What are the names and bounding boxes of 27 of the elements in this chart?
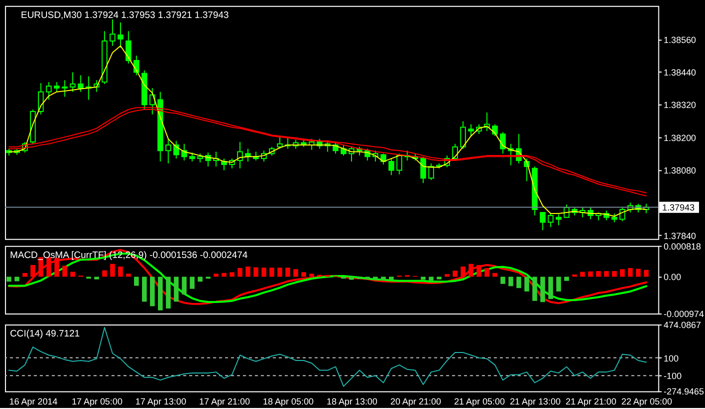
chart-title: CCI(14) 49.7121 [10, 328, 80, 340]
y-tick-label: 1.37840 [664, 230, 696, 241]
x-tick-label: 17 Apr 05:00 [72, 396, 122, 407]
y-tick-label: 0.000818 [664, 241, 702, 252]
y-tick-label: 100 [664, 353, 679, 364]
x-tick-label: 16 Apr 2014 [9, 396, 58, 407]
x-tick-label: 22 Apr 05:00 [621, 396, 672, 407]
y-tick-label: 1.38200 [664, 132, 696, 143]
y-tick-label: -274.9465 [664, 386, 704, 397]
y-tick-label: 1.38440 [664, 67, 696, 78]
y-tick-label: 1.38080 [664, 165, 696, 176]
x-tick-label: 18 Apr 05:00 [262, 396, 314, 407]
y-tick-label: 474.0867 [664, 320, 702, 330]
x-tick-label: 21 Apr 05:00 [454, 396, 505, 407]
y-tick-label: 0.00 [664, 272, 682, 282]
x-tick-label: 21 Apr 13:00 [510, 396, 561, 407]
y-tick-label: 1.38560 [664, 34, 696, 45]
x-tick-label: 21 Apr 21:00 [566, 396, 616, 407]
x-tick-label: 20 Apr 21:00 [390, 396, 442, 407]
y-tick-label: 1.38320 [664, 100, 696, 110]
x-tick-label: 18 Apr 13:00 [326, 396, 378, 407]
y-tick-label: -0.000974 [664, 309, 704, 320]
ref-line-label: 1.37943 [662, 202, 695, 212]
x-tick-label: 17 Apr 21:00 [199, 396, 250, 407]
x-tick-label: 17 Apr 13:00 [135, 396, 186, 407]
y-tick-label: -100 [664, 371, 682, 382]
chart-title: EURUSD,M30 1.37924 1.37953 1.37921 1.37943 [20, 10, 229, 21]
